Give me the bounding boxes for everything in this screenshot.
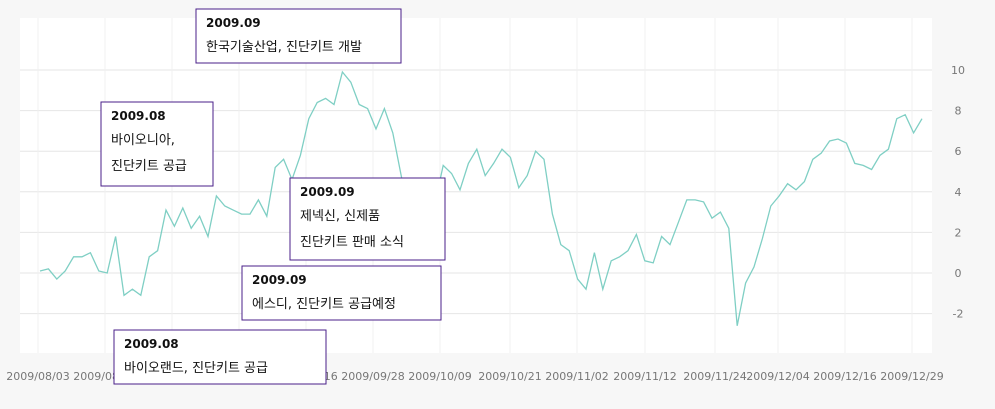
annotation-text: 에스디, 진단키트 공급예정 bbox=[252, 297, 396, 312]
annotation: 2009.09 에스디, 진단키트 공급예정 bbox=[241, 265, 442, 321]
annotation-boxes: 2009.09 한국기술산업, 진단키트 개발 2009.08 바이오니아, 진단키트 … bbox=[100, 8, 446, 385]
annotation-box bbox=[289, 177, 446, 261]
series-line bbox=[39, 70, 923, 326]
series-layer bbox=[39, 70, 923, 326]
annotation-box bbox=[195, 8, 402, 64]
x-tick-label: 2009/08/03 bbox=[6, 370, 69, 383]
annotation: 2009.08 바이오랜드, 진단키트 공급 bbox=[113, 329, 327, 385]
x-tick-label: 2009/10/09 bbox=[408, 370, 471, 383]
y-tick-label: -2 bbox=[953, 308, 964, 321]
annotation-text: 한국기술산업, 진단키트 개발 bbox=[206, 40, 362, 55]
annotation-date: 2009.08 bbox=[124, 337, 179, 351]
x-tick-label: 2009/10/21 bbox=[478, 370, 541, 383]
x-tick-label: 2009/11/24 bbox=[683, 370, 746, 383]
y-tick-label: 4 bbox=[955, 186, 962, 199]
y-axis-ticks: -2 0 2 4 6 8 10 bbox=[951, 64, 965, 321]
y-tick-label: 0 bbox=[955, 267, 962, 280]
x-tick-label: 2009/12/04 bbox=[746, 370, 809, 383]
y-tick-label: 10 bbox=[951, 64, 965, 77]
x-tick-label: 2009/12/29 bbox=[880, 370, 943, 383]
x-tick-label: 2009/11/12 bbox=[613, 370, 676, 383]
annotation-text: 바이오니아, bbox=[111, 133, 175, 148]
annotation-box bbox=[241, 265, 442, 321]
annotation-date: 2009.08 bbox=[111, 109, 166, 123]
annotation-text: 진단키트 공급 bbox=[111, 159, 187, 174]
y-tick-label: 2 bbox=[955, 226, 962, 239]
y-tick-label: 6 bbox=[955, 145, 962, 158]
annotation-text: 진단키트 판매 소식 bbox=[300, 235, 404, 250]
annotation-date: 2009.09 bbox=[206, 16, 261, 30]
x-tick-label: 2009/11/02 bbox=[545, 370, 608, 383]
x-tick-label: 2009/12/16 bbox=[813, 370, 876, 383]
annotation: 2009.09 한국기술산업, 진단키트 개발 bbox=[195, 8, 402, 64]
annotation-text: 제넥신, 신제품 bbox=[300, 209, 380, 224]
annotation-text: 바이오랜드, 진단키트 공급 bbox=[124, 361, 268, 376]
annotation-date: 2009.09 bbox=[252, 273, 307, 287]
annotation-box bbox=[100, 101, 214, 187]
annotation-box bbox=[113, 329, 327, 385]
annotation-date: 2009.09 bbox=[300, 185, 355, 199]
x-tick-label: 2009/09/28 bbox=[341, 370, 404, 383]
annotation: 2009.08 바이오니아, 진단키트 공급 bbox=[100, 101, 214, 187]
y-tick-label: 8 bbox=[955, 105, 962, 118]
